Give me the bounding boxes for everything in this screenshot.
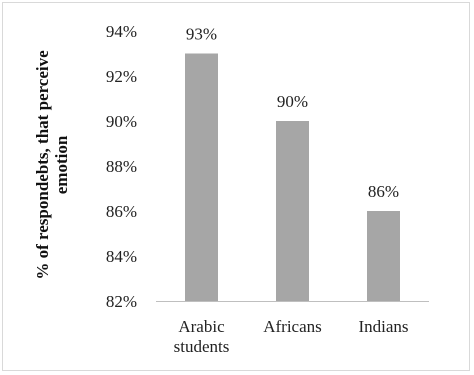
data-label: 93% [186, 25, 217, 44]
bar-chart: % of respondebts, that perceiveemotion 82… [33, 22, 429, 356]
y-axis-title: % of respondebts, that perceiveemotion [33, 50, 71, 280]
data-label: 86% [368, 182, 399, 201]
y-tick-label: 88% [106, 157, 137, 176]
x-category-label: Indians [358, 317, 408, 336]
bar [185, 53, 218, 301]
y-tick-label: 92% [106, 67, 137, 86]
bar [276, 121, 309, 301]
x-category-label: students [174, 337, 230, 356]
y-tick-label: 86% [106, 202, 137, 221]
y-tick-label: 82% [106, 292, 137, 311]
y-axis-title-line: % of respondebts, that perceive [33, 50, 52, 280]
chart-frame: % of respondebts, that perceiveemotion 82… [2, 2, 470, 371]
bar [367, 211, 400, 301]
y-tick-label: 84% [106, 247, 137, 266]
y-tick-label: 94% [106, 22, 137, 41]
x-category-label: Africans [263, 317, 322, 336]
x-category-label: Arabic [178, 317, 225, 336]
y-axis-title-line: emotion [52, 135, 71, 194]
y-tick-label: 90% [106, 112, 137, 131]
data-label: 90% [277, 92, 308, 111]
